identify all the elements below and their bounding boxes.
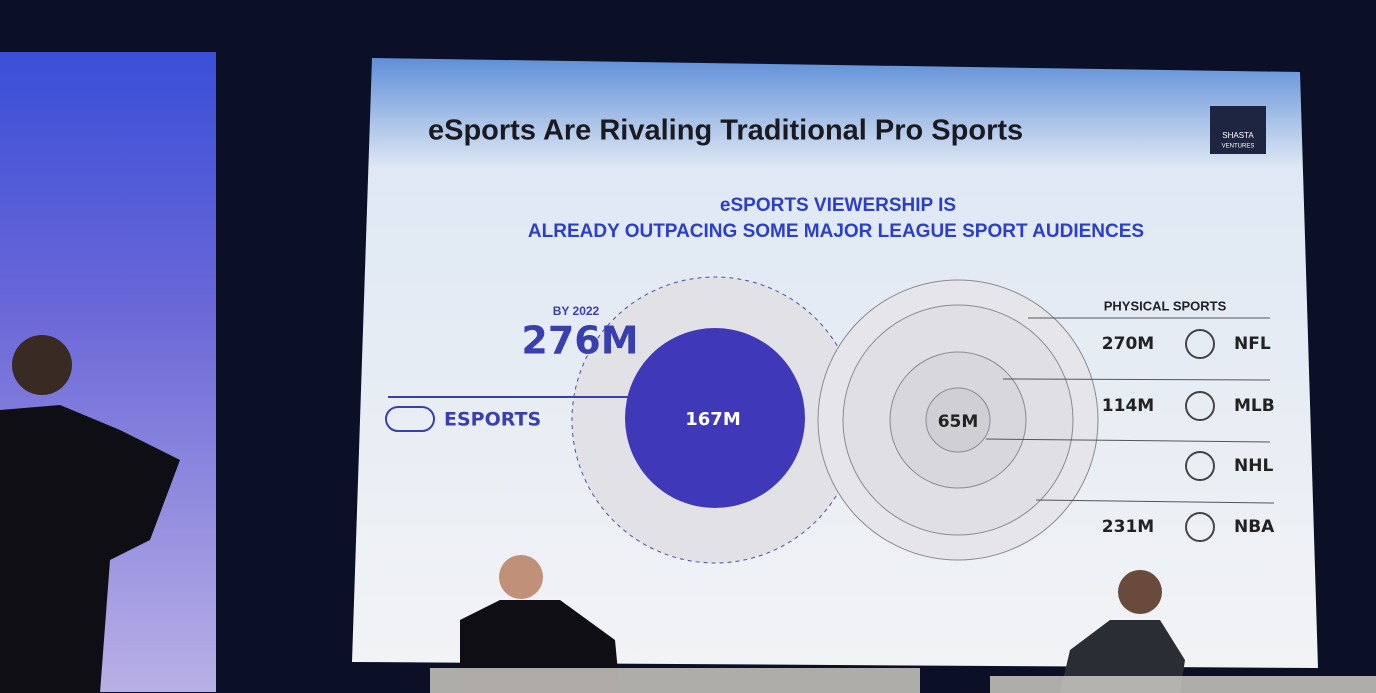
sport-icon — [1185, 391, 1215, 421]
sport-icon — [1185, 512, 1215, 542]
couch — [990, 676, 1376, 693]
people — [0, 335, 1185, 693]
panelist-head — [499, 555, 543, 599]
sport-value: 270M — [1102, 334, 1154, 354]
logo-text: SHASTA — [1222, 131, 1254, 140]
leader-line — [985, 438, 1271, 443]
sport-label: NFL — [1234, 334, 1271, 354]
projection-label: BY 2022 — [553, 304, 600, 318]
leader-line — [1002, 378, 1271, 381]
panelist — [1060, 620, 1185, 693]
physical-heading: PHYSICAL SPORTS — [1104, 298, 1227, 313]
panelist-head — [1118, 570, 1162, 614]
sport-label: NHL — [1234, 456, 1273, 476]
leader-line — [1035, 499, 1275, 504]
esports-label: ESPORTS — [444, 409, 541, 431]
sport-rows: 270M NFL 114M MLB NHL 231M NBA — [1102, 329, 1275, 542]
esports-value: 167M — [685, 409, 741, 430]
center-value: 65M — [938, 412, 979, 432]
sport-value: 114M — [1102, 396, 1154, 416]
logo — [1210, 106, 1266, 154]
presenter-head — [12, 335, 72, 395]
subtitle: eSPORTS VIEWERSHIP IS — [720, 195, 956, 216]
sport-icon — [1185, 451, 1215, 481]
subtitle: ALREADY OUTPACING SOME MAJOR LEAGUE SPOR… — [528, 221, 1144, 242]
sport-value: 231M — [1102, 517, 1154, 537]
couch — [430, 668, 920, 693]
slide-title: eSports Are Rivaling Traditional Pro Spo… — [428, 115, 1023, 147]
projection-value: 276M — [521, 319, 638, 363]
sport-label: MLB — [1234, 396, 1275, 416]
sport-icon — [1185, 329, 1215, 359]
presenter — [0, 405, 180, 693]
leader-lines — [985, 317, 1275, 504]
logo-text: VENTURES — [1222, 144, 1255, 150]
nhl-circle — [925, 387, 991, 453]
sport-circles — [817, 279, 1099, 561]
esports-circle — [625, 328, 805, 508]
sport-label: NBA — [1234, 517, 1275, 537]
gamepad-icon — [385, 406, 435, 432]
